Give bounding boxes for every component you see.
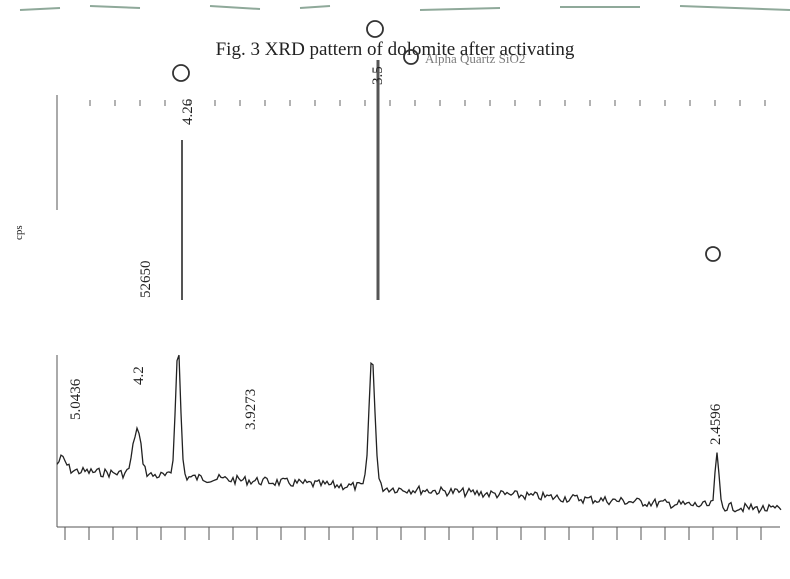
top-ticks	[89, 100, 766, 106]
caption: Fig. 3 XRD pattern of dolomite after act…	[216, 39, 575, 60]
xrd-trace	[56, 354, 782, 515]
gap	[0, 300, 790, 345]
peak-label: 4.2	[131, 366, 147, 385]
peak-label: 52650	[138, 261, 154, 299]
peak-label: 3.5	[370, 66, 386, 85]
peak-label: 3.9273	[243, 389, 259, 430]
peak-label: 2.4596	[708, 403, 724, 445]
markers	[172, 20, 721, 262]
peak-label: 4.26	[180, 98, 196, 125]
legend: Alpha Quartz SiO2	[425, 51, 525, 66]
scan-noise	[19, 5, 790, 11]
axis-label: cps	[13, 225, 25, 240]
x-ticks	[64, 527, 762, 540]
peak-label: 5.0436	[68, 378, 84, 420]
